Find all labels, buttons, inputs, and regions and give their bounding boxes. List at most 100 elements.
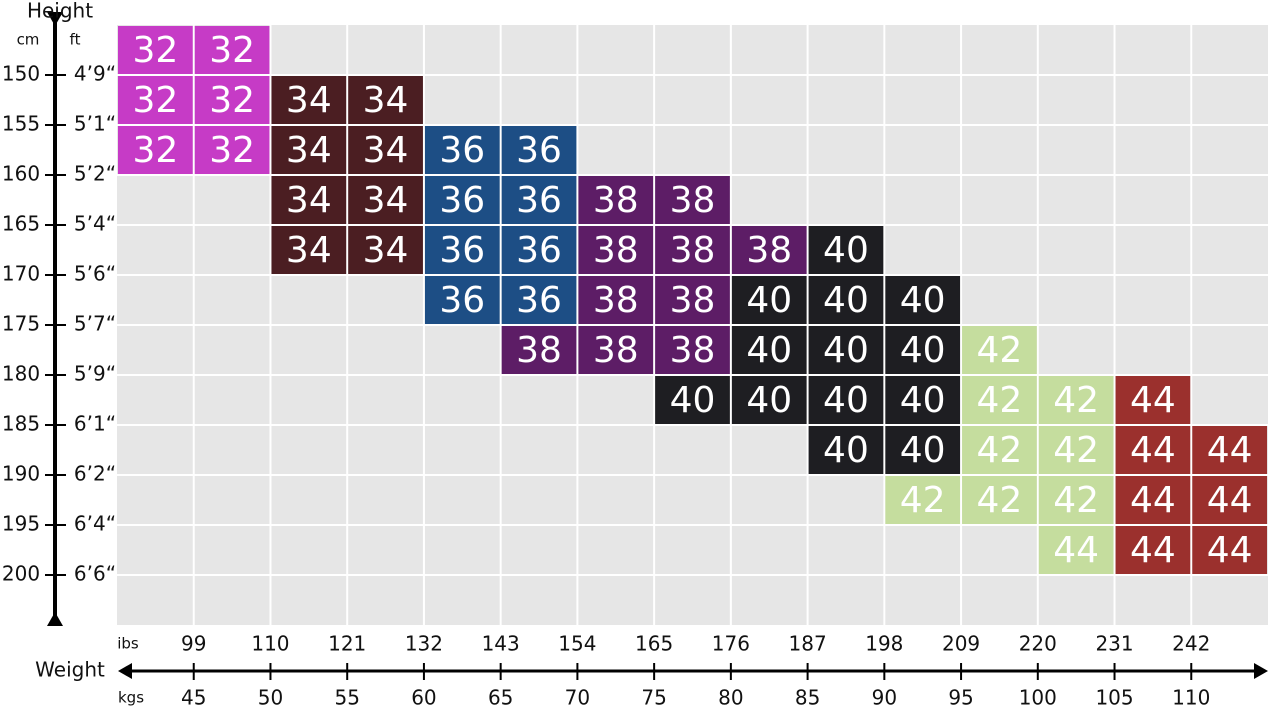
size-cell	[655, 176, 730, 224]
size-cell	[1038, 426, 1114, 474]
grid	[117, 25, 1268, 625]
kgs-label: 110	[1172, 686, 1210, 710]
cm-label: 155	[2, 112, 40, 136]
size-label: 44	[1207, 430, 1253, 471]
ft-label: 5’2“	[74, 162, 116, 186]
size-cell	[655, 376, 730, 424]
x-unit-top: ibs	[117, 635, 139, 653]
size-cell	[885, 376, 961, 424]
size-cell	[1115, 426, 1191, 474]
size-label: 44	[1053, 530, 1099, 571]
lbs-label: 242	[1172, 632, 1210, 656]
kgs-label: 100	[1019, 686, 1057, 710]
cm-label: 200	[2, 562, 40, 586]
size-cell	[424, 176, 500, 224]
size-cell	[731, 226, 807, 274]
size-cell	[962, 326, 1037, 374]
size-label: 38	[593, 230, 639, 271]
size-cell	[962, 376, 1037, 424]
size-cell	[118, 126, 193, 174]
size-label: 38	[593, 180, 639, 221]
size-cell	[118, 76, 193, 124]
lbs-label: 231	[1095, 632, 1133, 656]
cm-label: 185	[2, 412, 40, 436]
size-label: 42	[977, 430, 1023, 471]
kgs-label: 95	[948, 686, 973, 710]
size-cell	[885, 276, 961, 324]
size-cell	[1038, 476, 1114, 524]
size-label: 44	[1130, 480, 1176, 521]
size-label: 38	[670, 230, 716, 271]
size-label: 36	[439, 230, 485, 271]
size-label: 32	[209, 130, 255, 171]
size-cell	[271, 76, 347, 124]
size-cell	[731, 376, 807, 424]
size-cell	[194, 26, 270, 74]
kgs-label: 50	[258, 686, 283, 710]
size-cell	[348, 126, 423, 174]
size-cell	[271, 126, 347, 174]
y-arrow-bottom	[47, 612, 63, 626]
size-cell	[655, 226, 730, 274]
size-cell	[501, 226, 577, 274]
size-label: 44	[1207, 480, 1253, 521]
size-label: 32	[132, 80, 178, 121]
x-unit-bottom: kgs	[118, 689, 144, 707]
kgs-label: 65	[488, 686, 513, 710]
y-arrow-top	[47, 12, 63, 26]
size-label: 32	[132, 30, 178, 71]
size-label: 40	[746, 380, 792, 421]
size-label: 40	[670, 380, 716, 421]
ft-label: 6’1“	[74, 412, 116, 436]
size-cell	[424, 126, 500, 174]
size-label: 44	[1130, 380, 1176, 421]
lbs-label: 176	[712, 632, 750, 656]
size-cell	[962, 426, 1037, 474]
lbs-label: 154	[558, 632, 596, 656]
size-label: 40	[746, 330, 792, 371]
size-cell	[885, 476, 961, 524]
size-cell	[655, 276, 730, 324]
size-cell	[578, 226, 654, 274]
size-cell	[348, 76, 423, 124]
size-label: 42	[977, 380, 1023, 421]
ft-label: 4’9“	[74, 62, 116, 86]
cm-label: 160	[2, 162, 40, 186]
size-cell	[1192, 426, 1267, 474]
lbs-label: 165	[635, 632, 673, 656]
size-label: 34	[286, 230, 332, 271]
size-label: 32	[209, 30, 255, 71]
size-label: 40	[900, 430, 946, 471]
size-label: 40	[900, 330, 946, 371]
kgs-label: 45	[181, 686, 206, 710]
size-label: 32	[132, 130, 178, 171]
size-label: 40	[900, 280, 946, 321]
ft-label: 5’4“	[74, 212, 116, 236]
lbs-label: 198	[865, 632, 903, 656]
size-cell	[501, 176, 577, 224]
size-label: 42	[1053, 380, 1099, 421]
size-cell	[424, 226, 500, 274]
kgs-label: 80	[718, 686, 743, 710]
lbs-label: 220	[1019, 632, 1057, 656]
lbs-label: 209	[942, 632, 980, 656]
y-unit-left: cm	[17, 31, 40, 49]
size-label: 38	[593, 330, 639, 371]
ft-label: 6’6“	[74, 562, 116, 586]
size-cell	[424, 276, 500, 324]
lbs-label: 99	[181, 632, 206, 656]
size-label: 36	[516, 230, 562, 271]
size-cell	[578, 176, 654, 224]
size-cell	[731, 326, 807, 374]
size-cell	[578, 276, 654, 324]
size-label: 44	[1130, 430, 1176, 471]
x-arrow-left	[118, 663, 132, 679]
size-label: 40	[746, 280, 792, 321]
size-cell	[808, 226, 884, 274]
size-label: 36	[516, 130, 562, 171]
size-label: 34	[363, 230, 409, 271]
size-label: 34	[363, 180, 409, 221]
size-label: 38	[746, 230, 792, 271]
size-cell	[578, 326, 654, 374]
size-cell	[731, 276, 807, 324]
